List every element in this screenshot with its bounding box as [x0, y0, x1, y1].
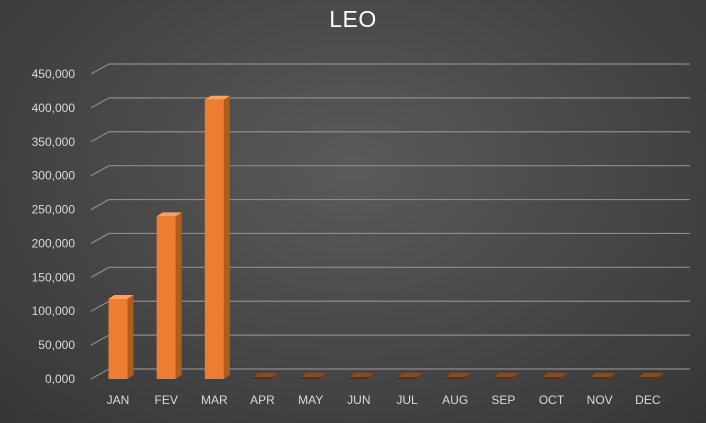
y-tick-label: 450,000	[32, 67, 76, 81]
x-tick-label: AUG	[442, 393, 468, 407]
x-tick-label: APR	[250, 393, 275, 407]
bar-apr	[253, 373, 278, 379]
gridline-diagonal	[90, 266, 110, 278]
x-axis-category-labels: JAN FEV MAR APR MAY JUN JUL AUG SEP OCT NOV DEC	[107, 393, 661, 407]
bar-dec	[638, 373, 664, 379]
bars	[108, 95, 664, 379]
y-axis-tick-labels: 0,000 50,000 100,000 150,000 200,000 250,000 3…	[32, 67, 76, 386]
x-tick-label: OCT	[539, 393, 565, 407]
y-tick-label: 250,000	[32, 203, 76, 217]
y-tick-label: 200,000	[32, 236, 76, 250]
bar-mar	[204, 95, 230, 379]
gridline-diagonal	[90, 368, 110, 380]
x-tick-label: JUL	[396, 393, 418, 407]
x-tick-label: MAR	[201, 393, 228, 407]
bar-jun	[349, 373, 375, 379]
gridline-diagonal	[90, 97, 110, 109]
bar-oct	[542, 373, 567, 379]
x-tick-label: NOV	[587, 393, 613, 407]
gridline-diagonal	[90, 232, 110, 244]
y-tick-label: 50,000	[38, 338, 75, 352]
x-tick-label: MAY	[298, 393, 323, 407]
x-tick-label: FEV	[154, 393, 177, 407]
bar-may	[301, 373, 327, 379]
y-tick-label: 0,000	[45, 372, 75, 386]
bar-aug	[445, 373, 471, 379]
bar-fev	[156, 212, 182, 379]
x-tick-label: JAN	[107, 393, 130, 407]
y-tick-label: 300,000	[32, 169, 76, 183]
gridline-diagonal	[90, 165, 110, 177]
y-tick-label: 350,000	[32, 135, 76, 149]
x-tick-label: DEC	[635, 393, 661, 407]
gridline-diagonal	[90, 131, 110, 143]
bar-nov	[590, 373, 616, 379]
y-tick-label: 100,000	[32, 304, 76, 318]
x-tick-label: SEP	[491, 393, 515, 407]
x-tick-label: JUN	[347, 393, 370, 407]
gridline-diagonal	[90, 63, 110, 75]
bar-jan	[108, 295, 134, 379]
gridline-diagonal	[90, 199, 110, 211]
y-tick-label: 400,000	[32, 101, 76, 115]
bar-sep	[493, 373, 519, 379]
bar-jul	[397, 373, 423, 379]
gridline-diagonal	[90, 334, 110, 346]
chart-title: LEO	[329, 6, 377, 32]
y-tick-label: 150,000	[32, 270, 76, 284]
gridline-diagonal	[90, 300, 110, 312]
